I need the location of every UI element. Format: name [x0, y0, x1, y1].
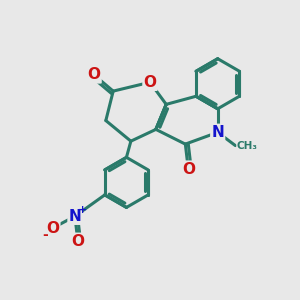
- Text: N: N: [68, 209, 81, 224]
- Text: O: O: [71, 234, 84, 249]
- Text: O: O: [46, 220, 59, 236]
- Text: O: O: [143, 75, 157, 90]
- Text: O: O: [88, 68, 100, 82]
- Text: -: -: [43, 227, 48, 242]
- Text: O: O: [182, 162, 195, 177]
- Text: +: +: [78, 205, 87, 215]
- Text: CH₃: CH₃: [237, 141, 258, 151]
- Text: N: N: [211, 125, 224, 140]
